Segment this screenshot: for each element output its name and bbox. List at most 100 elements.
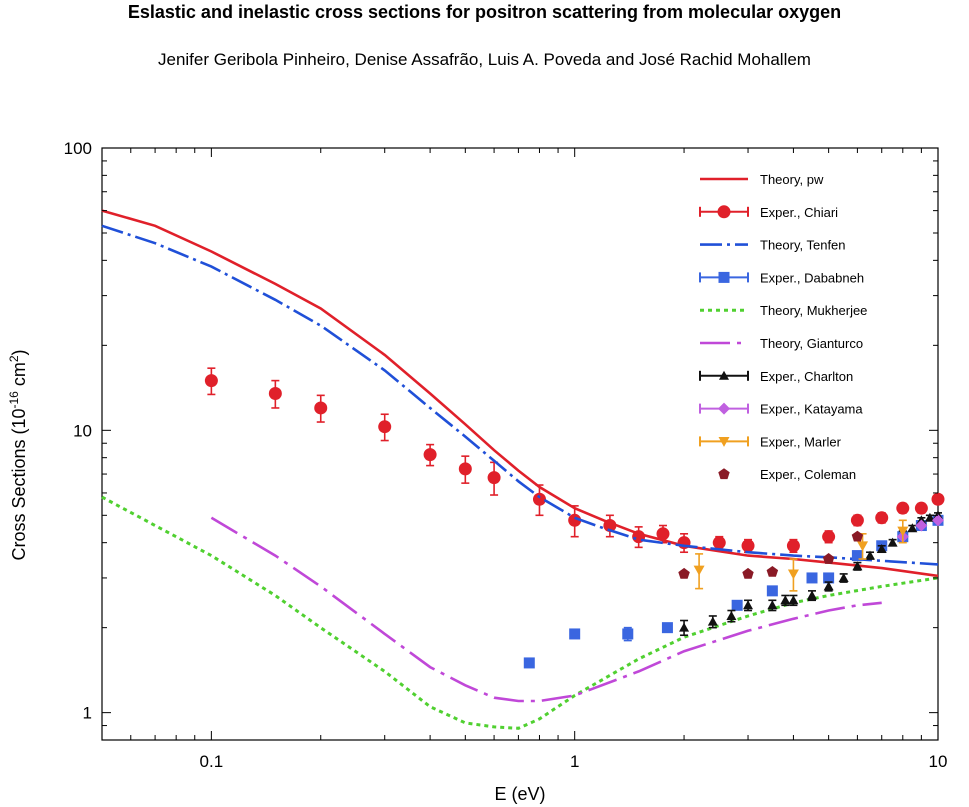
legend-label: Exper., Dababneh xyxy=(760,270,864,285)
data-point xyxy=(314,401,328,415)
data-point xyxy=(876,543,887,553)
legend-marker xyxy=(718,468,730,480)
data-point xyxy=(780,595,791,605)
data-point xyxy=(857,541,869,552)
data-point xyxy=(661,622,673,634)
legend-entry: Theory, Tenfen xyxy=(700,238,846,253)
data-point xyxy=(924,512,935,522)
data-point xyxy=(787,569,799,580)
series-0 xyxy=(101,209,939,578)
legend-entry: Theory, pw xyxy=(700,172,824,187)
data-point xyxy=(532,492,546,506)
x-axis-label: E (eV) xyxy=(494,784,545,804)
data-point xyxy=(656,527,670,541)
series-line xyxy=(101,209,939,578)
data-point xyxy=(423,448,437,462)
series-4 xyxy=(101,495,939,730)
data-point xyxy=(822,530,836,544)
data-point xyxy=(743,600,754,610)
series-1 xyxy=(204,367,945,554)
legend-entry: Theory, Mukherjee xyxy=(700,303,867,318)
series-8 xyxy=(693,519,909,592)
y-axis-label: Cross Sections (10-16 cm2) xyxy=(7,349,29,560)
data-point xyxy=(907,523,918,533)
data-point xyxy=(838,572,849,582)
legend-entry: Exper., Coleman xyxy=(718,467,856,482)
data-point xyxy=(458,462,472,476)
data-point xyxy=(568,513,582,527)
data-point xyxy=(897,526,909,537)
legend-marker xyxy=(719,370,729,380)
data-point xyxy=(887,537,898,547)
legend-entry: Exper., Dababneh xyxy=(699,270,864,285)
legend-marker xyxy=(717,205,731,219)
author-list: Jenifer Geribola Pinheiro, Denise Assafr… xyxy=(158,50,811,69)
page-title: Eslastic and inelastic cross sections fo… xyxy=(127,2,842,22)
series-3 xyxy=(523,514,944,669)
data-point xyxy=(679,622,690,632)
legend-label: Theory, Mukherjee xyxy=(760,303,867,318)
series-5 xyxy=(210,516,882,703)
legend-label: Exper., Coleman xyxy=(760,467,856,482)
data-point xyxy=(807,590,818,600)
data-point xyxy=(931,492,945,506)
y-tick-label: 10 xyxy=(73,421,92,440)
data-point xyxy=(678,567,690,579)
data-point xyxy=(693,565,705,576)
legend-label: Exper., Marler xyxy=(760,434,842,449)
data-point xyxy=(823,581,834,591)
data-point xyxy=(823,572,835,584)
data-point xyxy=(788,595,799,605)
data-point xyxy=(786,539,800,553)
legend-label: Exper., Katayama xyxy=(760,402,863,417)
legend: Theory, pw Exper., Chiari Theory, Tenfen Ex… xyxy=(699,172,867,482)
data-point xyxy=(741,539,755,553)
data-point xyxy=(865,550,876,560)
data-point xyxy=(915,519,928,532)
data-point xyxy=(603,519,617,533)
legend-label: Theory, pw xyxy=(760,172,824,187)
y-axis-label-end: ) xyxy=(9,349,29,355)
y-tick-label: 1 xyxy=(83,704,92,723)
legend-entry: Exper., Marler xyxy=(699,434,842,449)
data-point xyxy=(268,387,282,401)
legend-entry: Exper., Chiari xyxy=(699,205,838,220)
data-point xyxy=(378,420,392,434)
series-line xyxy=(101,224,939,566)
data-point xyxy=(712,536,726,550)
x-tick-label: 1 xyxy=(570,752,579,771)
series-line xyxy=(101,495,939,730)
data-point xyxy=(850,513,864,527)
legend-label: Exper., Charlton xyxy=(760,369,853,384)
data-point xyxy=(742,567,754,579)
data-point xyxy=(767,600,778,610)
data-point xyxy=(766,585,778,597)
series-layer xyxy=(101,209,945,730)
data-point xyxy=(766,566,779,577)
series-2 xyxy=(101,224,939,566)
data-point xyxy=(851,530,864,542)
x-tick-label: 10 xyxy=(929,752,948,771)
legend-entry: Theory, Gianturco xyxy=(700,336,863,351)
data-point xyxy=(875,511,889,525)
x-tick-label: 0.1 xyxy=(200,752,224,771)
y-axis-label-unit: cm xyxy=(9,362,29,391)
series-line xyxy=(210,516,882,703)
plot-frame xyxy=(101,147,939,741)
plot-area xyxy=(101,147,939,741)
data-point xyxy=(896,501,910,515)
data-point xyxy=(487,471,501,485)
data-point xyxy=(932,514,944,527)
data-point xyxy=(523,657,535,669)
data-point xyxy=(914,501,928,515)
legend-marker xyxy=(718,437,730,447)
data-point xyxy=(731,599,743,611)
data-point xyxy=(806,572,818,584)
y-tick-label: 100 xyxy=(64,139,92,158)
data-point xyxy=(852,561,863,571)
series-9 xyxy=(678,530,864,579)
data-point xyxy=(622,628,634,640)
data-point xyxy=(707,616,718,626)
data-point xyxy=(851,550,863,562)
